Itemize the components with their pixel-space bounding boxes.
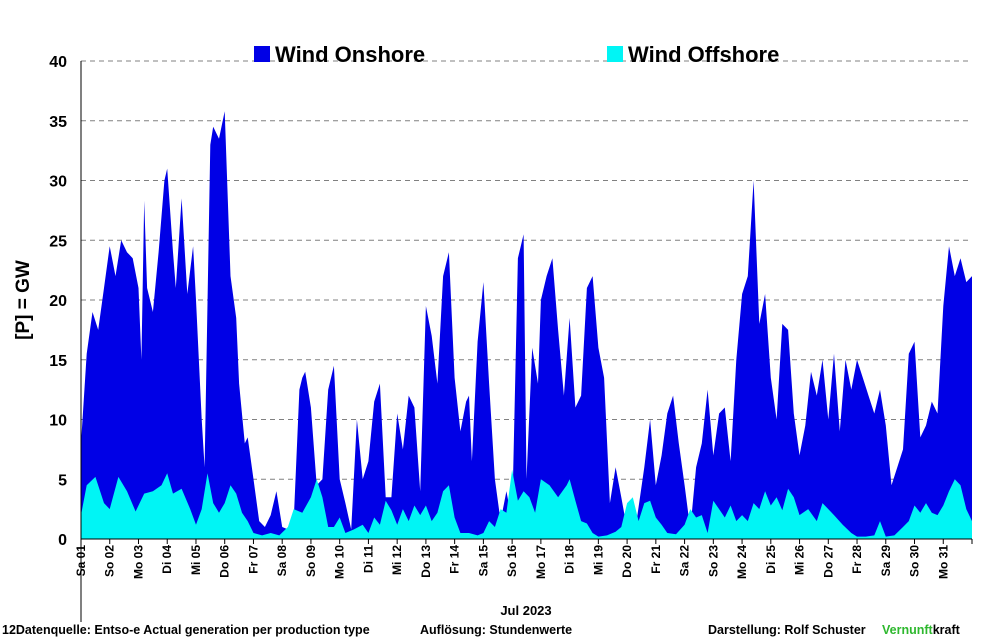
- legend-swatch-onshore: [254, 46, 270, 62]
- x-tick-label: Mi 26: [793, 545, 807, 575]
- x-tick-label: Mi 05: [189, 545, 203, 575]
- y-tick-label: 10: [49, 413, 67, 430]
- footer-brand-green: Vernunft: [882, 623, 934, 637]
- footer-source: 12Datenquelle: Entso-e Actual generation…: [2, 623, 370, 637]
- x-tick-label: Do 06: [218, 545, 232, 578]
- y-tick-label: 5: [58, 472, 67, 489]
- footer-brand: Vernunftkraft: [882, 623, 961, 637]
- legend-label-offshore: Wind Offshore: [628, 42, 779, 67]
- x-tick-label: Sa 01: [74, 545, 88, 577]
- legend-swatch-offshore: [607, 46, 623, 62]
- x-tick-label: Mi 19: [591, 545, 605, 575]
- x-tick-label: Mo 24: [735, 545, 749, 579]
- x-tick-label: Fr 07: [247, 545, 261, 574]
- y-tick-label: 25: [49, 233, 67, 250]
- x-tick-label: Mo 03: [132, 545, 146, 579]
- legend: Wind Onshore Wind Offshore: [254, 42, 779, 67]
- month-label: Jul 2023: [500, 603, 551, 618]
- y-axis-label: [P] = GW: [13, 260, 34, 340]
- x-tick-label: Fr 21: [649, 545, 663, 574]
- x-tick-label: Do 13: [419, 545, 433, 578]
- y-tick-label: 15: [49, 353, 67, 370]
- series-wind-offshore: [81, 469, 972, 539]
- y-tick-label: 40: [49, 54, 67, 71]
- y-tick-label: 35: [49, 114, 67, 131]
- x-tick-label: Di 18: [563, 545, 577, 574]
- footer: 12Datenquelle: Entso-e Actual generation…: [2, 623, 961, 637]
- x-tick-label: Di 25: [764, 545, 778, 574]
- footer-author: Darstellung: Rolf Schuster: [708, 623, 866, 637]
- x-tick-label: Sa 29: [879, 545, 893, 577]
- x-tick-label: Di 11: [361, 545, 375, 573]
- x-tick-label: Sa 08: [275, 545, 289, 577]
- x-tick-label: Mo 31: [936, 545, 950, 579]
- y-tick-label: 30: [49, 174, 67, 191]
- x-tick-label: Di 04: [160, 545, 174, 574]
- x-tick-label: So 23: [706, 545, 720, 577]
- axes: [80, 61, 972, 622]
- x-tick-label: So 30: [908, 545, 922, 577]
- x-tick-label: Mi 12: [390, 545, 404, 575]
- x-tick-label: So 09: [304, 545, 318, 577]
- x-tick-label: Sa 22: [678, 545, 692, 577]
- footer-brand-rest: kraft: [933, 623, 961, 637]
- y-tick-label: 20: [49, 293, 67, 310]
- y-tick-labels: 0 5 10 15 20 25 30 35 40: [49, 54, 67, 549]
- x-tick-label: So 16: [505, 545, 519, 577]
- x-tick-label: So 02: [103, 545, 117, 577]
- x-tick-label: Do 27: [821, 545, 835, 578]
- x-tick-label: Mo 10: [333, 545, 347, 579]
- x-tick-label: Fr 28: [850, 545, 864, 574]
- x-tick-label: Fr 14: [448, 545, 462, 574]
- legend-label-onshore: Wind Onshore: [275, 42, 425, 67]
- area-layer: [81, 111, 972, 539]
- y-tick-label: 0: [58, 532, 67, 549]
- x-tick-label: Do 20: [620, 545, 634, 578]
- series-wind-onshore: [81, 111, 972, 539]
- x-tick-label: Sa 15: [476, 545, 490, 577]
- x-tick-labels: Sa 01 So 02 Mo 03 Di 04 Mi 05 Do 06 Fr 07 Sa 08…: [74, 539, 973, 579]
- x-tick-label: Mo 17: [534, 545, 548, 579]
- footer-resolution: Auflösung: Stundenwerte: [420, 623, 572, 637]
